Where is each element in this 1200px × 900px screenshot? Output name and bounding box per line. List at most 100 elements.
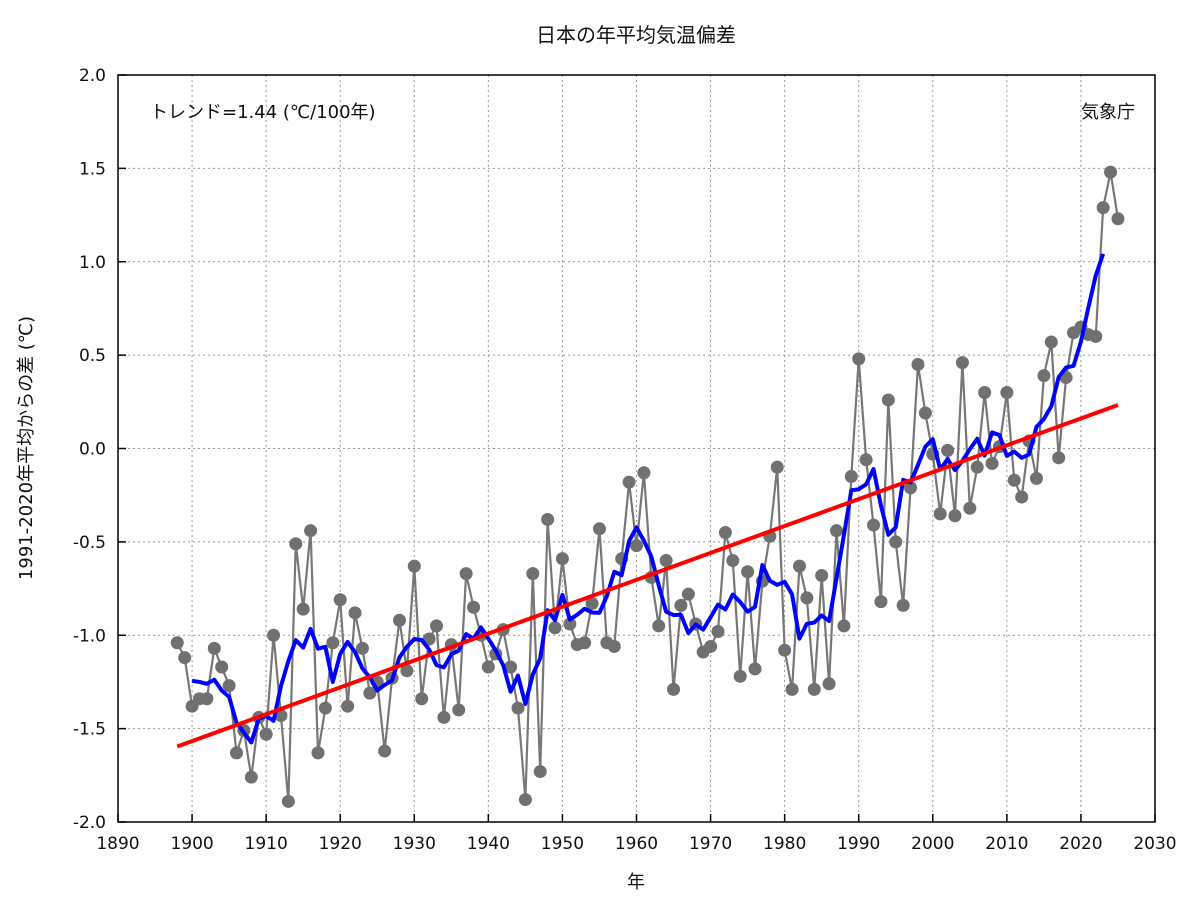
annual-data-point	[481, 660, 495, 674]
annual-data-point	[355, 641, 369, 655]
annual-data-point	[630, 539, 643, 553]
x-tick-label: 1920	[319, 834, 362, 854]
annual-data-point	[829, 524, 843, 538]
annual-data-point	[985, 456, 999, 470]
annual-data-point	[778, 643, 792, 657]
annual-data-point	[918, 406, 932, 420]
annual-data-point	[541, 512, 555, 526]
annual-data-point	[563, 617, 577, 631]
annual-data-point	[741, 565, 755, 579]
annual-data-point	[733, 669, 747, 683]
annual-data-point	[592, 522, 606, 536]
x-tick-label: 2020	[1059, 834, 1102, 854]
source-label: 気象庁	[1081, 102, 1135, 123]
annual-data-point	[341, 699, 355, 713]
trend-annotation: トレンド=1.44 (℃/100年)	[150, 102, 376, 123]
x-axis-label: 年	[627, 872, 645, 893]
x-tick-label: 2030	[1133, 834, 1176, 854]
y-tick-label: 2.0	[79, 66, 106, 86]
annual-data-point	[452, 703, 466, 717]
annual-data-point	[637, 466, 651, 480]
annual-data-point	[304, 524, 318, 538]
annual-data-point	[281, 794, 295, 808]
annual-data-point	[948, 509, 962, 523]
annual-data-point	[415, 692, 429, 706]
annual-data-point	[807, 682, 821, 696]
annual-data-point	[896, 598, 910, 612]
data-marks	[170, 165, 1125, 808]
chart-title: 日本の年平均気温偏差	[536, 23, 736, 47]
x-tick-label: 1960	[615, 834, 658, 854]
annual-data-point	[874, 595, 888, 609]
x-tick-label: 1950	[541, 834, 584, 854]
y-tick-label: -0.5	[73, 533, 106, 553]
annual-data-point	[889, 535, 903, 549]
annual-data-point	[378, 744, 392, 758]
annual-series-line	[176, 171, 1120, 802]
annual-data-point	[785, 682, 799, 696]
annual-data-point	[681, 587, 695, 601]
annual-data-point	[852, 352, 866, 366]
annual-data-point	[704, 639, 718, 653]
annual-data-point	[815, 568, 829, 582]
annual-data-point	[178, 651, 192, 665]
annual-data-point	[667, 682, 681, 696]
annual-data-point	[800, 591, 814, 605]
annual-data-point	[533, 765, 547, 779]
annual-data-point	[978, 385, 992, 399]
annual-data-point	[652, 619, 666, 633]
annual-data-point	[770, 460, 784, 474]
annual-data-point	[1037, 369, 1051, 383]
axis-ticks: 1890 1900 1910 1920 1930 1940 1950 1960 1970 1980…	[73, 66, 1177, 854]
x-tick-label: 1910	[245, 834, 288, 854]
annual-data-point	[718, 526, 732, 540]
annual-data-point	[326, 636, 340, 650]
x-tick-label: 1990	[837, 834, 880, 854]
annual-data-point	[1052, 451, 1066, 465]
annual-data-point	[1044, 335, 1058, 349]
annual-data-point	[274, 709, 288, 723]
annual-data-point	[659, 554, 673, 568]
annual-data-point	[933, 507, 947, 521]
x-tick-label: 1940	[467, 834, 510, 854]
annual-data-point	[859, 453, 873, 467]
annual-data-point	[548, 621, 562, 635]
annual-data-point	[792, 559, 806, 573]
annual-data-point	[578, 636, 592, 650]
y-tick-label: 0.5	[79, 346, 106, 366]
x-tick-label: 1890	[96, 834, 139, 854]
annual-data-point	[437, 710, 451, 724]
annual-data-point	[844, 470, 858, 484]
annual-data-point	[392, 613, 406, 627]
annual-data-point	[711, 625, 725, 639]
annual-data-point	[200, 692, 214, 706]
annual-data-point	[1029, 471, 1043, 485]
annual-data-point	[607, 639, 621, 653]
annual-data-point	[259, 727, 273, 741]
annual-data-point	[1015, 490, 1029, 504]
annual-data-point	[970, 460, 984, 474]
trend-line	[176, 403, 1119, 749]
annual-data-point	[881, 393, 895, 407]
annual-data-point	[1089, 329, 1103, 343]
annual-data-point	[526, 567, 540, 581]
annual-data-point	[674, 598, 688, 612]
y-tick-label: 1.5	[79, 159, 106, 179]
annual-data-point	[207, 641, 221, 655]
plot-frame	[117, 74, 1156, 823]
annual-data-point	[333, 593, 347, 607]
annual-data-point	[215, 660, 229, 674]
annual-data-point	[407, 559, 421, 573]
annual-data-point	[622, 475, 636, 489]
x-tick-label: 1900	[170, 834, 213, 854]
annual-data-point	[459, 567, 473, 581]
annual-data-point	[1111, 212, 1125, 226]
y-tick-label: 1.0	[79, 253, 106, 273]
x-tick-label: 2000	[911, 834, 954, 854]
annual-data-point	[1000, 385, 1014, 399]
x-tick-label: 1930	[393, 834, 436, 854]
annual-data-point	[867, 518, 881, 532]
annual-data-point	[1007, 473, 1021, 487]
x-tick-label: 2010	[985, 834, 1028, 854]
